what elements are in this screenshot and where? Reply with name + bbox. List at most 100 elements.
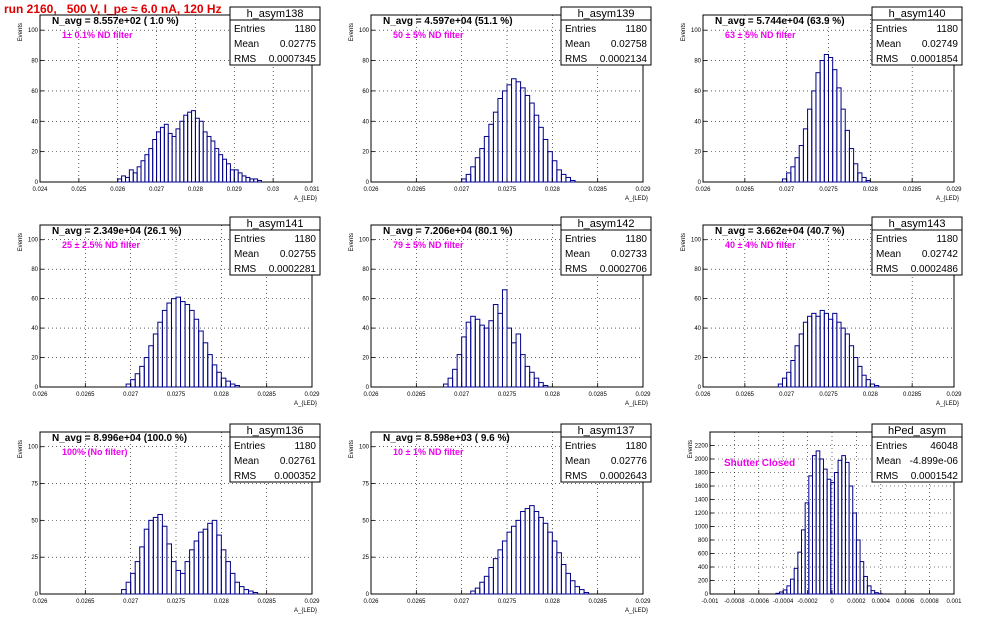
stats-entries-label: Entries xyxy=(234,234,265,245)
histogram-bin xyxy=(225,561,231,595)
stats-mean-value: 0.02776 xyxy=(611,456,648,467)
stats-entries-label: Entries xyxy=(876,441,907,452)
histogram-bin xyxy=(121,175,126,183)
y-axis-label: Events xyxy=(688,440,694,458)
histogram-bin xyxy=(819,309,825,388)
histogram-title: h_asym141 xyxy=(247,218,304,230)
x-tick-label: 0.0285 xyxy=(588,187,607,193)
histogram-title: h_asym142 xyxy=(578,218,635,230)
histogram-bin xyxy=(556,169,562,183)
histogram-bin xyxy=(569,580,576,595)
histogram-bin xyxy=(823,312,829,388)
filter-annotation: 50 ± 5% ND filter xyxy=(393,30,464,40)
x-tick-label: 0.0265 xyxy=(736,187,755,193)
histogram-panel-5: 0.026 0.0265 0.027 0.0275 0.028 0.0285 0.029 0 2… xyxy=(681,216,963,407)
histogram-bin xyxy=(574,586,581,595)
stats-mean-label: Mean xyxy=(876,249,901,260)
histogram-bin xyxy=(524,365,531,388)
histogram-bin xyxy=(569,179,576,183)
histogram-bin xyxy=(216,534,222,595)
stats-rms-label: RMS xyxy=(876,471,899,482)
histogram-bin xyxy=(497,312,503,388)
y-tick-label: 100 xyxy=(28,445,39,451)
histogram-bin xyxy=(198,330,204,388)
stats-box xyxy=(560,19,652,66)
stats-mean-value: 0.02758 xyxy=(611,39,648,50)
x-tick-label: 0.026 xyxy=(110,187,126,193)
x-tick-label: 0.0285 xyxy=(903,392,922,398)
x-tick-label: 0.028 xyxy=(545,187,561,193)
x-tick-label: 0.0275 xyxy=(167,599,186,605)
histogram-bin xyxy=(565,176,571,183)
histogram-bin xyxy=(790,166,796,183)
histogram-title: hPed_asym xyxy=(888,425,946,437)
y-tick-label: 25 xyxy=(362,555,369,561)
histogram-bin xyxy=(844,333,850,388)
histogram-bin xyxy=(474,587,481,595)
histogram-bin xyxy=(237,172,243,183)
histogram-bin xyxy=(206,135,212,183)
x-tick-label: 0.03 xyxy=(267,187,279,193)
histogram-bin xyxy=(811,90,817,183)
x-tick-label: 0.0275 xyxy=(819,187,838,193)
filter-annotation: 40 ± 4% ND filter xyxy=(725,240,796,250)
histogram-bin xyxy=(461,178,467,183)
stats-mean-label: Mean xyxy=(234,456,259,467)
histogram-bin xyxy=(874,385,880,388)
x-tick-label: 0.0002 xyxy=(847,599,866,605)
histogram-bin xyxy=(538,126,544,183)
y-tick-label: 2200 xyxy=(695,444,709,450)
x-tick-label: 0.028 xyxy=(188,187,204,193)
histogram-bin xyxy=(156,131,161,183)
histogram-bin xyxy=(130,379,136,388)
histogram-panel-8: -0.001 -0.0008 -0.0006 -0.0004 -0.0002 0 0.000… xyxy=(688,423,963,605)
x-tick-label: 0.0275 xyxy=(167,392,186,398)
y-tick-label: 80 xyxy=(31,59,38,65)
stats-box xyxy=(229,19,321,66)
stats-entries-value: 1180 xyxy=(936,24,958,35)
histogram-bin xyxy=(229,572,236,595)
histogram-bin xyxy=(798,145,804,183)
histogram-bin xyxy=(193,540,200,595)
y-tick-label: 400 xyxy=(698,565,709,571)
stats-mean-label: Mean xyxy=(234,39,259,50)
y-tick-label: 40 xyxy=(31,326,38,332)
histogram-bin xyxy=(802,321,809,388)
histogram-bin xyxy=(148,345,154,388)
histogram-panel-4: 0.026 0.0265 0.027 0.0275 0.028 0.0285 0.029 0 2… xyxy=(349,216,652,407)
histogram-bin xyxy=(861,176,867,183)
histogram-bin xyxy=(492,558,499,595)
x-axis-label: A_{LED} xyxy=(294,401,317,407)
x-tick-label: 0.0275 xyxy=(819,392,838,398)
navg-annotation: N_avg = 5.744e+04 (63.9 %) xyxy=(715,16,845,27)
x-tick-label: 0.027 xyxy=(149,187,165,193)
histogram-bin xyxy=(807,315,813,388)
y-tick-label: 0 xyxy=(35,385,39,391)
y-tick-label: 100 xyxy=(28,28,39,34)
histogram-bin xyxy=(171,135,177,183)
histogram-bin xyxy=(249,178,255,183)
stats-mean-label: Mean xyxy=(565,456,590,467)
y-tick-label: 2000 xyxy=(695,457,709,463)
histogram-bin xyxy=(183,114,189,183)
histogram-bin xyxy=(198,120,204,183)
y-tick-label: 20 xyxy=(694,356,701,362)
histogram-bin xyxy=(524,94,531,183)
histogram-bin xyxy=(815,315,821,388)
histogram-bin xyxy=(152,333,159,388)
histogram-bin xyxy=(560,173,567,183)
y-tick-label: 80 xyxy=(31,267,38,273)
x-axis-label: A_{LED} xyxy=(625,401,648,407)
histogram-bin xyxy=(542,385,549,388)
y-tick-label: 40 xyxy=(694,326,701,332)
histogram-bin xyxy=(583,592,590,595)
y-tick-label: 0 xyxy=(698,180,702,186)
stats-entries-value: 1180 xyxy=(625,24,647,35)
x-tick-label: 0.027 xyxy=(123,392,139,398)
shutter-annotation: Shutter Closed xyxy=(724,458,795,469)
histogram-bin xyxy=(257,179,262,183)
histogram-bin xyxy=(180,572,186,595)
stats-rms-label: RMS xyxy=(234,471,257,482)
histogram-bin xyxy=(777,383,783,388)
histogram-bin xyxy=(830,482,835,595)
